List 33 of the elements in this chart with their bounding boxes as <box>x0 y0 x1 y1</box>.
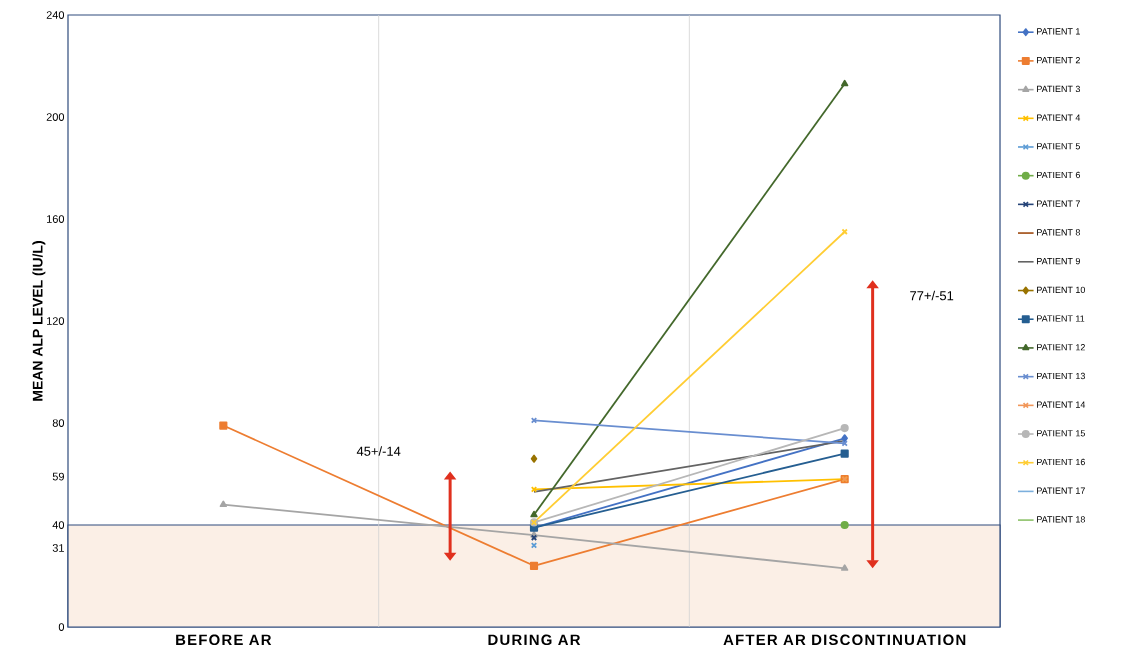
y-tick-label: 120 <box>47 317 65 325</box>
legend-label: PATIENT 15 <box>1037 430 1085 437</box>
y-tick-label: 160 <box>47 215 65 223</box>
legend-label: PATIENT 10 <box>1037 286 1085 294</box>
y-tick-label: 40 <box>52 521 65 529</box>
legend-label: PATIENT 16 <box>1037 458 1085 466</box>
legend-label: PATIENT 5 <box>1037 143 1080 150</box>
y-tick-label: 80 <box>52 419 65 427</box>
legend-label: PATIENT 18 <box>1037 516 1085 523</box>
legend-label: PATIENT 9 <box>1037 257 1080 265</box>
legend-label: PATIENT 8 <box>1037 229 1080 236</box>
y-tick-label: 31 <box>52 544 64 552</box>
legend-label: PATIENT 4 <box>1037 114 1081 121</box>
legend-label: PATIENT 3 <box>1037 85 1080 93</box>
x-tick-label: BEFORE AR <box>176 634 272 646</box>
y-tick-label: 59 <box>52 472 64 481</box>
y-tick-label: 200 <box>46 113 65 121</box>
x-tick-label: AFTER AR DISCONTINUATION <box>723 634 966 646</box>
legend-label: PATIENT 7 <box>1037 200 1080 207</box>
annotation: 45+/-14 <box>356 446 401 456</box>
x-tick-label: DURING AR <box>488 634 581 646</box>
annotation: 77+/-51 <box>910 290 954 301</box>
legend-label: PATIENT 12 <box>1037 344 1085 351</box>
legend-label: PATIENT 11 <box>1037 315 1085 322</box>
y-tick-label: 240 <box>46 11 65 19</box>
legend-label: PATIENT 17 <box>1037 487 1085 494</box>
y-tick-label: 0 <box>58 623 65 631</box>
legend-label: PATIENT 14 <box>1037 401 1086 408</box>
legend-label: PATIENT 1 <box>1037 28 1080 35</box>
legend-label: PATIENT 2 <box>1037 57 1080 64</box>
legend-label: PATIENT 13 <box>1037 372 1085 380</box>
y-axis-title: MEAN ALP LEVEL (IU/L) <box>32 241 46 401</box>
legend-label: PATIENT 6 <box>1037 171 1080 179</box>
